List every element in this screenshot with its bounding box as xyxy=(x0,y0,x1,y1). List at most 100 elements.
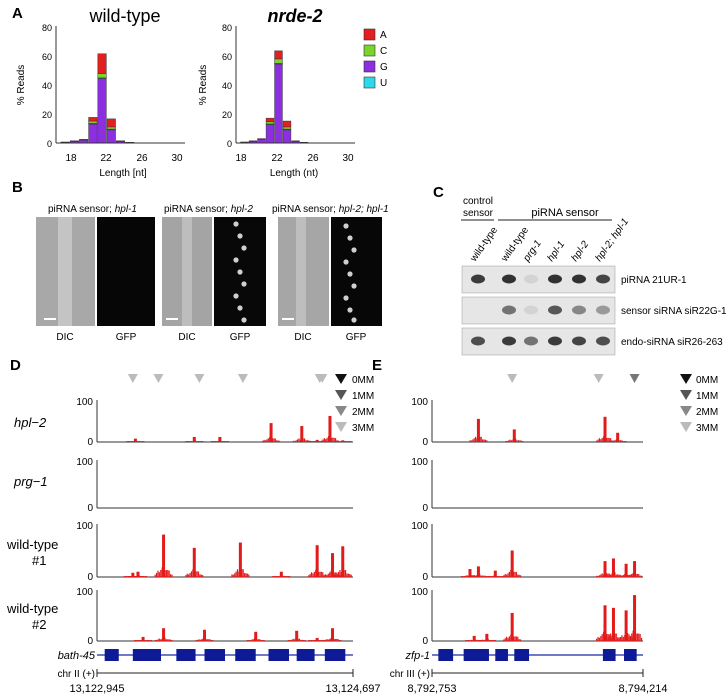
signal-coverage xyxy=(631,633,633,641)
panel-label-c: C xyxy=(433,184,444,201)
signal-coverage xyxy=(332,437,334,442)
signal-coverage xyxy=(323,575,325,577)
signal-coverage xyxy=(125,576,127,577)
signal-coverage xyxy=(482,639,484,641)
gfp-nucleus xyxy=(347,307,353,313)
signal-coverage xyxy=(195,640,197,641)
signal-coverage xyxy=(615,439,617,442)
signal-coverage xyxy=(320,640,322,641)
signal-coverage xyxy=(344,570,347,577)
bar-a-22 xyxy=(97,53,107,74)
signal-coverage xyxy=(626,575,629,577)
gene-exon xyxy=(176,649,196,661)
mm-marker-icon xyxy=(153,374,164,383)
legend-label-u: U xyxy=(380,78,387,89)
signal-coverage xyxy=(304,438,306,442)
signal-coverage xyxy=(310,441,313,442)
gfp-nucleus xyxy=(351,283,357,289)
signal-coverage xyxy=(517,440,520,442)
control-sensor-line1: control xyxy=(463,196,493,207)
gfp-nucleus xyxy=(351,247,357,253)
track-ymax: 100 xyxy=(76,457,93,468)
panel-e-tracks: 100 0 100 0 100 0 100 0 zfp-1 chr III (+) 8,792,75… xyxy=(390,374,667,695)
signal-coverage xyxy=(339,441,341,442)
track-ymax: 100 xyxy=(411,397,428,408)
signal-coverage xyxy=(473,575,475,577)
panel-b-title-3: piRNA sensor; hpl-2; hpl-1 xyxy=(272,204,389,215)
blot-band xyxy=(548,274,562,284)
signal-coverage xyxy=(213,441,215,442)
mm-0-icon xyxy=(680,374,692,384)
signal-coverage xyxy=(238,571,240,577)
signal-coverage xyxy=(190,571,193,577)
bar-c-21 xyxy=(88,120,98,124)
signal-coverage xyxy=(333,437,335,442)
signal-coverage xyxy=(619,440,622,442)
signal-coverage xyxy=(636,573,638,577)
signal-coverage xyxy=(624,441,626,442)
mm-marker-icon xyxy=(194,374,205,383)
signal-coverage xyxy=(155,572,158,577)
legend-label-g: G xyxy=(380,62,388,73)
gene-exon xyxy=(235,649,256,661)
signal-coverage xyxy=(146,640,148,641)
signal-coverage xyxy=(169,574,172,577)
signal-coverage xyxy=(472,575,474,577)
signal-coverage xyxy=(149,640,151,641)
signal-coverage xyxy=(134,576,136,577)
signal-coverage xyxy=(515,438,517,442)
signal-coverage xyxy=(618,638,620,641)
signal-coverage xyxy=(264,440,267,442)
blot-band xyxy=(596,305,610,315)
track-ymax: 100 xyxy=(411,521,428,532)
signal-coverage xyxy=(259,639,261,641)
panel-label-d: D xyxy=(10,357,21,374)
signal-peak xyxy=(468,569,472,577)
signal-coverage xyxy=(515,572,517,577)
gfp-nuclei-3 xyxy=(343,223,357,323)
gene-exon xyxy=(495,649,508,661)
gene-exon xyxy=(438,649,454,661)
chart1-ytick: 60 xyxy=(42,52,52,62)
signal-coverage xyxy=(155,639,158,641)
signal-coverage xyxy=(236,569,239,577)
signal-coverage xyxy=(192,569,194,577)
signal-coverage xyxy=(167,570,169,577)
signal-coverage xyxy=(138,575,140,577)
signal-coverage xyxy=(330,570,332,577)
signal-coverage xyxy=(278,440,281,442)
signal-coverage xyxy=(617,574,619,577)
signal-coverage xyxy=(199,574,201,577)
panel-b-title-2: piRNA sensor; hpl-2 xyxy=(164,204,253,215)
signal-coverage xyxy=(469,440,471,442)
signal-coverage xyxy=(142,576,145,577)
signal-coverage xyxy=(596,440,598,442)
signal-coverage xyxy=(256,639,258,641)
signal-coverage xyxy=(305,440,307,442)
signal-coverage xyxy=(199,441,201,442)
signal-coverage xyxy=(638,633,640,641)
signal-coverage xyxy=(308,640,310,641)
signal-coverage xyxy=(148,640,150,641)
signal-coverage xyxy=(605,575,608,577)
signal-peak xyxy=(611,558,615,577)
signal-peak xyxy=(315,545,319,577)
signal-coverage xyxy=(126,576,128,577)
signal-coverage xyxy=(315,640,317,641)
bar-a-19 xyxy=(69,140,79,142)
signal-coverage xyxy=(618,575,620,577)
signal-coverage xyxy=(135,640,137,641)
signal-coverage xyxy=(297,439,299,442)
signal-coverage xyxy=(608,635,610,641)
signal-coverage xyxy=(601,437,603,442)
signal-coverage xyxy=(202,575,204,577)
signal-coverage xyxy=(619,637,622,641)
signal-peak xyxy=(203,629,207,641)
signal-coverage xyxy=(286,576,288,577)
bar-g-21 xyxy=(265,124,275,144)
signal-coverage xyxy=(625,441,627,442)
signal-coverage xyxy=(614,633,616,641)
signal-coverage xyxy=(624,573,626,577)
signal-coverage xyxy=(494,640,496,641)
gfp-label-2: GFP xyxy=(230,332,251,343)
